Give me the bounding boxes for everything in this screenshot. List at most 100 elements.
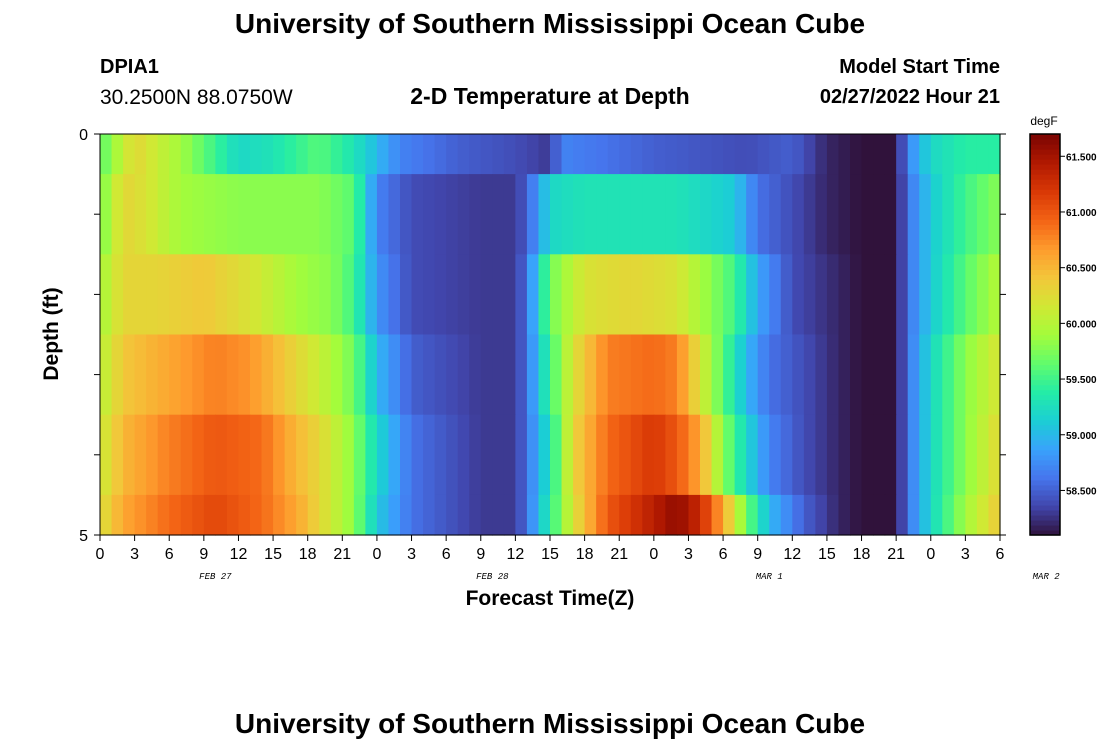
heatmap-cell <box>123 174 136 255</box>
heatmap-cell <box>296 254 309 336</box>
heatmap-cell <box>388 174 401 255</box>
heatmap-cell <box>573 334 586 416</box>
heatmap-cell <box>619 254 632 336</box>
heatmap-cell <box>803 254 816 336</box>
heatmap-cell <box>850 174 863 255</box>
colorbar-segment <box>1030 269 1060 275</box>
heatmap-cell <box>538 334 551 416</box>
colorbar-segment <box>1030 459 1060 466</box>
colorbar-tick-label: 58.500 <box>1066 486 1097 497</box>
heatmap-cell <box>526 174 540 255</box>
heatmap-cell <box>884 254 897 336</box>
x-tick-label: 0 <box>96 546 105 563</box>
colorbar-segment <box>1030 529 1060 536</box>
heatmap-cell <box>273 254 286 336</box>
heatmap-cell <box>642 134 655 175</box>
heatmap-cell <box>411 174 424 255</box>
heatmap-cell <box>942 414 955 496</box>
heatmap-cell <box>780 414 793 496</box>
heatmap-cell <box>238 254 251 336</box>
heatmap-cell <box>526 334 540 416</box>
heatmap-cell <box>446 334 459 416</box>
heatmap-cell <box>700 334 713 416</box>
heatmap-cell <box>146 254 159 336</box>
colorbar-segment <box>1030 209 1060 215</box>
heatmap-cell <box>180 134 193 175</box>
heatmap-cells <box>100 134 1001 536</box>
heatmap-cell <box>596 334 609 416</box>
x-tick-label: 6 <box>996 546 1005 563</box>
heatmap-cell <box>273 174 286 255</box>
colorbar-segment <box>1030 284 1060 290</box>
colorbar-segment <box>1030 164 1060 170</box>
heatmap-cell <box>630 414 643 496</box>
heatmap-cell <box>919 494 932 536</box>
colorbar-tick-label: 60.500 <box>1066 264 1097 275</box>
heatmap-cell <box>723 254 736 336</box>
heatmap-cell <box>723 334 736 416</box>
colorbar-segment <box>1030 499 1060 506</box>
heatmap-cell <box>342 134 355 175</box>
heatmap-cell <box>342 254 355 336</box>
heatmap-cell <box>930 334 943 416</box>
heatmap-cell <box>480 174 493 255</box>
heatmap-cell <box>873 334 886 416</box>
heatmap-cell <box>953 414 966 496</box>
heatmap-cell <box>261 494 274 536</box>
heatmap-cell <box>330 334 343 416</box>
heatmap-cell <box>700 254 713 336</box>
heatmap-cell <box>665 174 678 255</box>
heatmap-cell <box>688 414 701 496</box>
colorbar-segment <box>1030 329 1060 336</box>
heatmap-cell <box>988 414 1001 496</box>
heatmap-cell <box>723 494 736 536</box>
heatmap-cell <box>261 334 274 416</box>
heatmap-cell <box>630 494 643 536</box>
heatmap-cell <box>976 254 990 336</box>
chart-title: 2-D Temperature at Depth <box>410 83 690 109</box>
heatmap-cell <box>976 414 990 496</box>
heatmap-cell <box>400 414 413 496</box>
heatmap-cell <box>446 414 459 496</box>
heatmap-cell <box>307 494 320 536</box>
heatmap-cell <box>653 134 666 175</box>
heatmap-cell <box>411 414 424 496</box>
colorbar-segment <box>1030 384 1060 391</box>
colorbar-frame <box>1029 133 1061 536</box>
heatmap-cell <box>376 494 390 536</box>
colorbar-segment <box>1030 344 1060 351</box>
heatmap-cell <box>757 254 770 336</box>
heatmap-cell <box>792 334 805 416</box>
heatmap-cell <box>503 134 516 175</box>
heatmap-cell <box>434 254 447 336</box>
colorbar-segment <box>1030 524 1060 531</box>
heatmap-cell <box>688 174 701 255</box>
heatmap-cell <box>284 414 297 496</box>
heatmap-cell <box>826 134 840 175</box>
heatmap-cell <box>676 494 690 536</box>
heatmap-cell <box>896 174 909 255</box>
colorbar-segment <box>1030 514 1060 521</box>
heatmap-cell <box>457 134 470 175</box>
heatmap-cell <box>169 254 182 336</box>
heatmap-cell <box>953 254 966 336</box>
heatmap-cell <box>838 254 851 336</box>
heatmap-cell <box>446 494 459 536</box>
heatmap-cell <box>780 134 793 175</box>
heatmap-cell <box>757 134 770 175</box>
heatmap-cell <box>273 494 286 536</box>
heatmap-cell <box>607 254 620 336</box>
heatmap-cell <box>157 174 170 255</box>
heatmap-cell <box>919 134 932 175</box>
heatmap-cell <box>676 254 690 336</box>
heatmap-cell <box>469 134 482 175</box>
heatmap-cell <box>215 334 228 416</box>
heatmap-cell <box>769 414 782 496</box>
x-tick-label: 18 <box>853 546 871 563</box>
heatmap-cell <box>203 494 216 536</box>
colorbar-segment <box>1030 319 1060 326</box>
heatmap-cell <box>192 174 205 255</box>
heatmap-cell <box>607 414 620 496</box>
x-tick-label: 21 <box>610 546 628 563</box>
heatmap-cell <box>342 414 355 496</box>
